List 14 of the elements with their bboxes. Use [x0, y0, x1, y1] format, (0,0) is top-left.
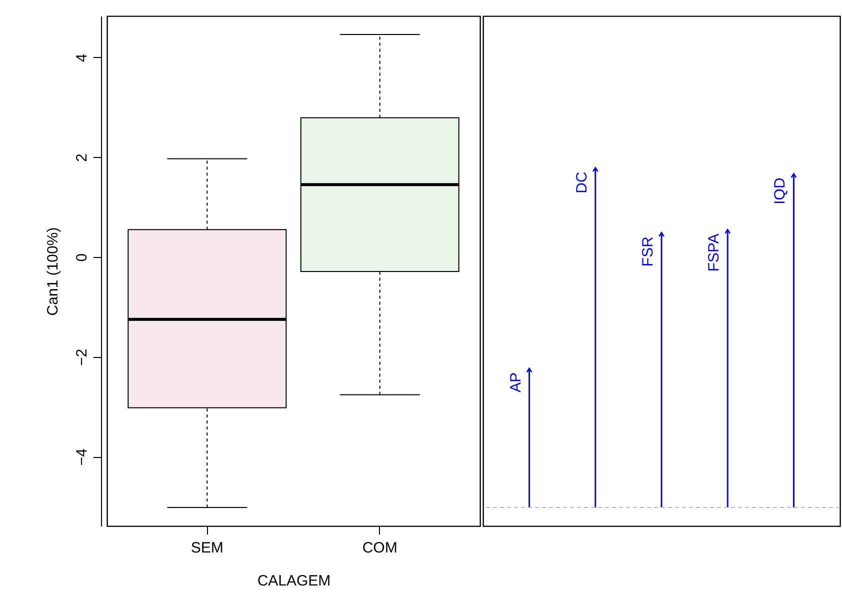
y-tick-label: 0 — [74, 253, 90, 262]
category-label: DC — [573, 172, 590, 194]
x-axis-title: CALAGEM — [257, 572, 331, 590]
category-label: IQD — [772, 178, 789, 204]
y-tick-label: 2 — [74, 154, 90, 162]
y-tick-label: −2 — [74, 348, 90, 366]
category-label: FSR — [640, 236, 656, 267]
y-tick-label: −4 — [74, 448, 90, 466]
y-axis-title: Can1 (100%) — [44, 227, 62, 316]
category-label: FSPA — [706, 234, 723, 272]
category-label: AP — [507, 372, 524, 392]
x-tick-label: COM — [362, 540, 398, 556]
y-tick-label: 4 — [74, 54, 90, 62]
x-tick-label: SEM — [190, 540, 224, 556]
